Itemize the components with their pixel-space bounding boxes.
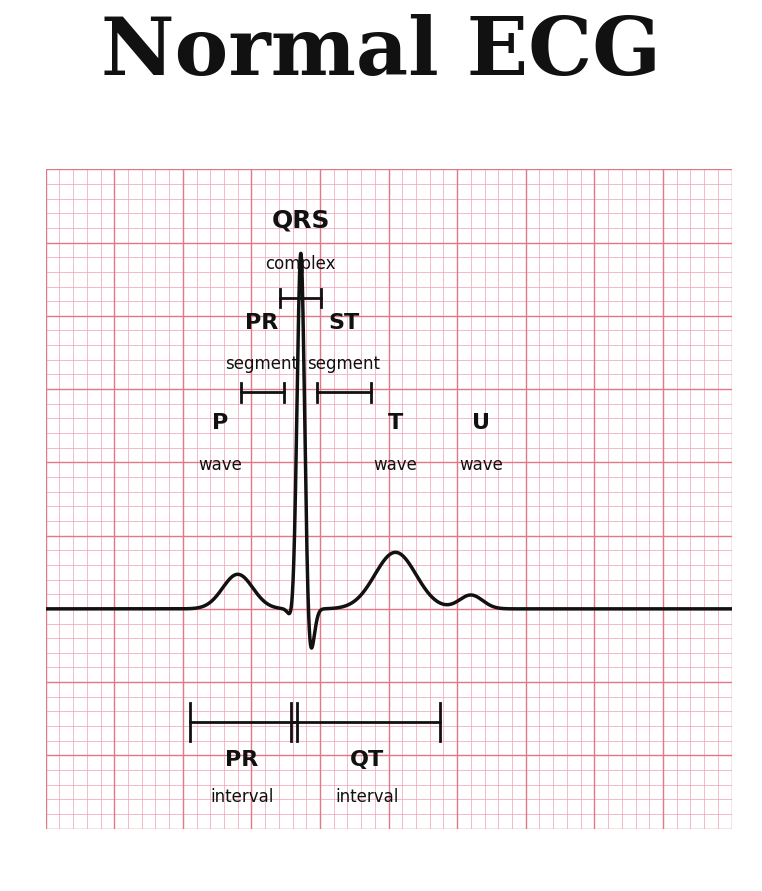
Text: wave: wave — [459, 456, 503, 474]
Text: complex: complex — [266, 255, 336, 273]
Text: segment: segment — [226, 356, 298, 373]
Text: wave: wave — [373, 456, 418, 474]
Text: U: U — [472, 413, 490, 433]
Text: wave: wave — [199, 456, 242, 474]
Text: PR: PR — [226, 750, 258, 770]
Text: interval: interval — [210, 788, 274, 805]
Text: P: P — [213, 413, 229, 433]
Text: QT: QT — [350, 750, 384, 770]
Text: T: T — [388, 413, 403, 433]
Text: segment: segment — [308, 356, 380, 373]
Text: PR: PR — [245, 313, 278, 332]
Text: Normal ECG: Normal ECG — [101, 14, 661, 93]
Text: QRS: QRS — [271, 208, 330, 232]
Text: interval: interval — [335, 788, 399, 805]
Text: ST: ST — [328, 313, 360, 332]
